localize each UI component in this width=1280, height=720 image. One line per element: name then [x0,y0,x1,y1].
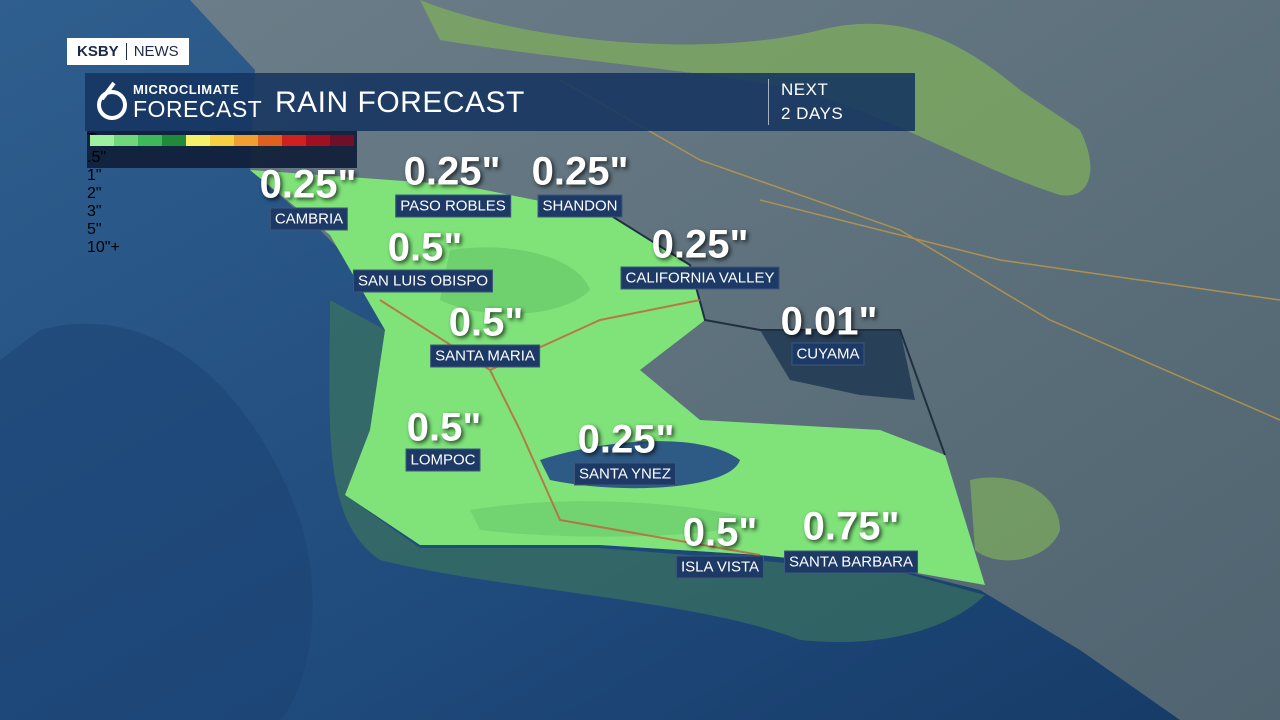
legend-label: 3" [87,203,102,220]
location-name: SANTA BARBARA [784,550,918,574]
logo-text-top: MICROCLIMATE [133,82,240,97]
rain-amount: 0.75" [802,504,900,549]
legend-label: 10"+ [87,239,120,256]
rain-core [440,247,590,314]
station-name: KSBY [77,43,119,60]
period-top: NEXT [781,80,829,99]
logo-mark [97,81,127,120]
rain-amount: 0.25" [531,149,629,194]
legend-label: 2" [87,185,102,202]
legend-label: 5" [87,221,102,238]
rain-amount: 0.01" [780,299,878,344]
rain-amount: 0.25" [259,162,357,207]
location-name: CUYAMA [791,342,865,366]
header-bar: MICROCLIMATE FORECAST RAIN FORECAST NEXT… [85,73,915,131]
rain-amount: 0.5" [448,300,524,345]
rain-amount: 0.25" [651,222,749,267]
rain-amount: 0.5" [406,405,482,450]
location-name: CAMBRIA [269,207,349,231]
location-name: LOMPOC [405,448,481,472]
rain-amount: 0.25" [403,149,501,194]
location-name: SANTA MARIA [430,344,540,368]
highways [559,79,1280,421]
station-brand: KSBY NEWS [67,38,189,65]
legend-label: 1" [87,167,102,184]
ocean-shade [0,323,313,720]
brand-separator [125,43,127,60]
legend-color-bar [90,135,354,146]
location-name: SAN LUIS OBISPO [352,269,494,293]
rain-core-south [470,501,760,537]
rain-amount: 0.5" [387,225,463,270]
location-name: CALIFORNIA VALLEY [620,266,780,290]
legend-label: .5" [87,149,107,166]
legend: T.5"1"2"3"5"10"+ [87,131,357,256]
rain-area-east [970,477,1060,561]
county-line [609,214,946,456]
period-bottom: 2 DAYS [781,104,844,123]
header-separator [768,79,769,125]
location-name: PASO ROBLES [395,194,511,218]
station-section: NEWS [133,43,179,60]
rain-amount: 0.5" [682,510,758,555]
location-name: ISLA VISTA [675,555,765,579]
rain-amount: 0.25" [577,417,675,462]
location-name: SHANDON [537,194,623,218]
logo-text-bottom: FORECAST [133,96,263,122]
title: RAIN FORECAST [275,86,525,119]
rain-area-offshore [329,300,985,642]
rain-area-north [420,0,1091,196]
location-name: SANTA YNEZ [574,462,676,486]
